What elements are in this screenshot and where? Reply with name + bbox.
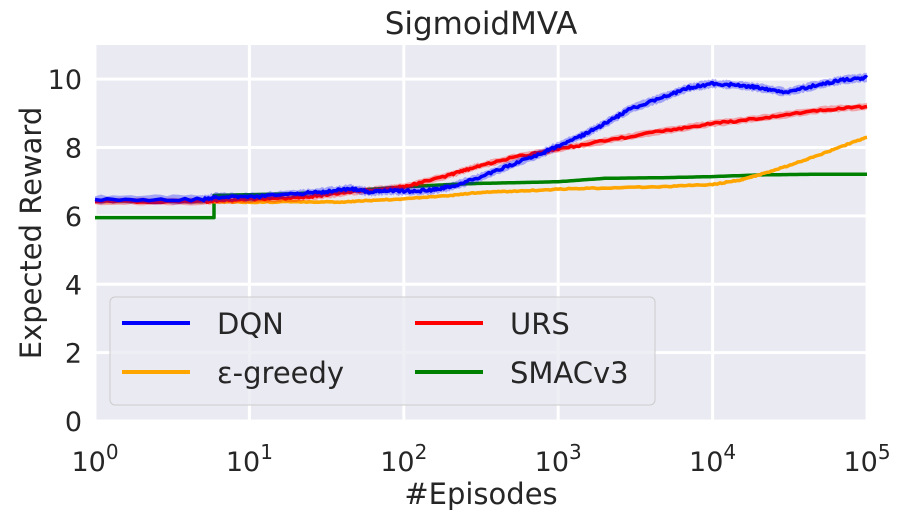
y-axis-label: Expected Reward [14, 107, 48, 360]
series-line-DQN [94, 74, 869, 203]
x-tick-label: 104 [689, 440, 736, 478]
y-tick-label: 6 [65, 202, 82, 233]
y-tick-label: 10 [48, 65, 82, 96]
y-tick-label: 8 [65, 134, 82, 165]
legend-label-1: ε-greedy [217, 356, 344, 390]
x-axis-ticks: 100 101 102 103 104 105 [71, 440, 890, 478]
legend: DQN ε-greedy URS SMACv3 [109, 296, 656, 406]
x-axis-label: #Episodes [404, 477, 557, 511]
y-axis-ticks: 0 2 4 6 8 10 [48, 65, 82, 438]
legend-label-2: URS [510, 307, 570, 341]
series-layer [94, 72, 869, 220]
x-tick-label: 102 [380, 440, 427, 478]
y-tick-label: 4 [65, 270, 82, 301]
legend-box [109, 296, 656, 406]
x-tick-label: 105 [843, 440, 890, 478]
y-tick-label: 2 [65, 339, 82, 370]
series-line-ε-greedy [94, 135, 868, 205]
series-line-URS [94, 104, 868, 205]
x-tick-label: 100 [71, 440, 118, 478]
chart-title: SigmoidMVA [385, 6, 578, 42]
x-tick-label: 103 [535, 440, 582, 478]
x-tick-label: 101 [226, 440, 273, 478]
y-tick-label: 0 [65, 407, 82, 438]
legend-label-0: DQN [217, 307, 284, 341]
legend-label-3: SMACv3 [510, 356, 629, 390]
